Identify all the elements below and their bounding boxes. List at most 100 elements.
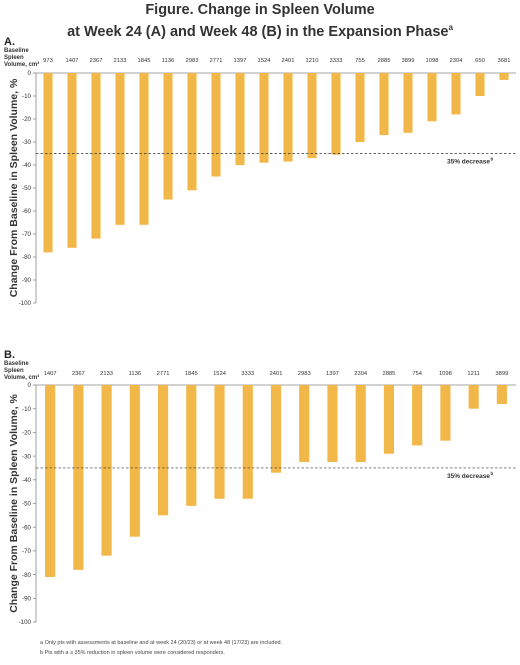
bar (427, 73, 437, 122)
category-label: 3899 (402, 58, 415, 64)
y-tick-label: -100 (19, 619, 32, 626)
y-tick-label: -80 (22, 572, 32, 579)
y-tick-label: -30 (22, 453, 32, 460)
category-label: 2304 (354, 371, 368, 377)
bar (327, 385, 338, 463)
bar (355, 385, 366, 463)
category-label: 2401 (282, 58, 295, 64)
y-axis-label: Change From Baseline in Spleen Volume, % (8, 394, 20, 613)
bar (468, 385, 479, 409)
category-label: 2983 (298, 371, 311, 377)
category-label: 755 (355, 58, 365, 64)
bar (451, 73, 461, 115)
y-tick-label: 0 (28, 70, 32, 77)
category-label: 1136 (162, 58, 174, 64)
category-label: 2885 (382, 371, 395, 377)
threshold-label: 35% decrease (447, 473, 490, 480)
bar (259, 73, 269, 163)
baseline-label-line: Spleen (4, 55, 24, 61)
bar (235, 73, 245, 165)
bar (101, 385, 112, 556)
figure-title: Figure. Change in Spleen Volume at Week … (0, 2, 520, 41)
bar (186, 385, 197, 506)
bar (139, 73, 149, 225)
baseline-label-line: Volume, cm³ (4, 375, 40, 381)
category-label: 1397 (234, 58, 247, 64)
bar (475, 73, 485, 96)
y-tick-label: -60 (22, 208, 32, 215)
category-label: 973 (43, 58, 53, 64)
panel-b-baseline-label: Baseline Spleen Volume, cm³ (4, 361, 39, 382)
footnote-a: a Only pts with assessments at baseline … (40, 640, 283, 646)
category-label: 1407 (44, 371, 57, 377)
bar (412, 385, 423, 446)
y-tick-label: -50 (22, 185, 32, 192)
title-line-2-text: at Week 24 (A) and Week 48 (B) in the Ex… (67, 23, 449, 40)
panel-a-baseline-label: Baseline Spleen Volume, cm³ (4, 48, 39, 69)
bar (73, 385, 84, 570)
category-label: 1210 (306, 58, 319, 64)
category-label: 3681 (498, 58, 511, 64)
category-label: 1845 (185, 371, 198, 377)
title-superscript: a (448, 23, 453, 32)
y-tick-label: -90 (22, 277, 32, 284)
y-tick-label: -100 (19, 300, 32, 307)
y-tick-label: -40 (22, 477, 32, 484)
category-label: 1098 (439, 371, 452, 377)
baseline-label-line: Baseline (4, 361, 29, 367)
bar (242, 385, 253, 499)
bar (499, 73, 509, 80)
bar (157, 385, 169, 516)
bar (283, 73, 293, 162)
category-label: 2367 (90, 58, 103, 64)
bar (403, 73, 413, 133)
panel-b-label: B. (4, 349, 15, 361)
y-tick-label: -40 (22, 162, 32, 169)
category-label: 650 (475, 58, 485, 64)
y-tick-label: -70 (22, 548, 32, 555)
bar (331, 73, 341, 155)
category-label: 2133 (114, 58, 127, 64)
bar (496, 385, 507, 404)
category-label: 1098 (426, 58, 439, 64)
category-label: 3899 (495, 371, 508, 377)
y-tick-label: -90 (22, 596, 32, 603)
baseline-label-line: Spleen (4, 368, 24, 374)
bar (270, 385, 282, 473)
y-tick-label: -70 (22, 231, 32, 238)
y-tick-label: -30 (22, 139, 32, 146)
bar (211, 73, 221, 177)
category-label: 3333 (330, 58, 343, 64)
category-label: 2771 (157, 371, 170, 377)
threshold-label: 35% decrease (447, 159, 490, 166)
bar (379, 73, 389, 136)
bar (129, 385, 140, 537)
category-label: 1524 (258, 58, 272, 64)
category-label: 1211 (467, 371, 479, 377)
category-label: 2367 (72, 371, 85, 377)
bar (163, 73, 173, 200)
footnotes: a Only pts with assessments at baseline … (40, 638, 282, 658)
y-tick-label: 0 (28, 382, 32, 389)
bar (115, 73, 125, 225)
bar (91, 73, 101, 239)
title-line-1: Figure. Change in Spleen Volume (145, 2, 375, 18)
bar (383, 385, 395, 454)
bar (67, 73, 77, 248)
category-label: 1407 (66, 58, 79, 64)
threshold-superscript: b (491, 157, 494, 162)
category-label: 2771 (210, 58, 223, 64)
threshold-superscript: b (491, 471, 494, 476)
y-tick-label: -20 (22, 430, 32, 437)
footnote-b: b Pts with a ≥ 35% reduction in spleen v… (40, 650, 225, 656)
y-tick-label: -50 (22, 501, 32, 508)
category-label: 1397 (326, 371, 339, 377)
category-label: 2133 (100, 371, 113, 377)
y-tick-label: -10 (22, 93, 32, 100)
bar (45, 385, 56, 577)
category-label: 2983 (186, 58, 199, 64)
y-tick-label: -20 (22, 116, 32, 123)
category-label: 754 (412, 371, 422, 377)
bar (299, 385, 310, 463)
